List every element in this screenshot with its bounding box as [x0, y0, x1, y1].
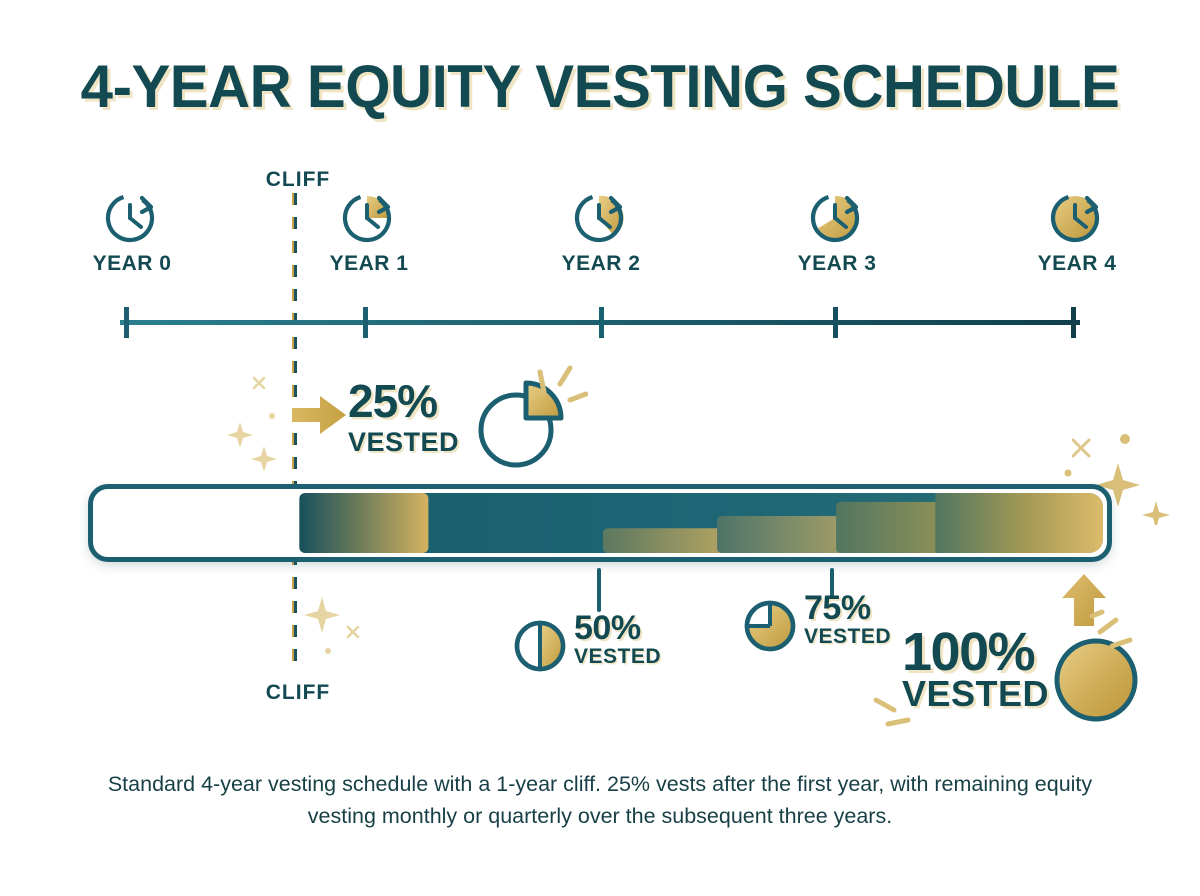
pie-chart-half-icon	[514, 620, 566, 672]
arrow-right-icon	[292, 396, 346, 434]
cliff-label-top: CLIFF	[265, 168, 331, 191]
vesting-progress-bar[interactable]	[88, 484, 1112, 562]
pie-chart-quarter-icon	[478, 380, 564, 468]
circle-full-icon	[1054, 638, 1138, 722]
caption-text: Standard 4-year vesting schedule with a …	[107, 772, 1093, 829]
arrow-up-icon	[1062, 574, 1106, 626]
clock-icon	[1050, 193, 1100, 243]
cliff-dashed-line	[292, 193, 297, 663]
clock-icon	[105, 193, 155, 243]
timeline-year-4: YEAR 4	[1017, 186, 1137, 276]
sparkle-decoration-cliff	[304, 597, 360, 654]
timeline-year-1: YEAR 1	[309, 186, 429, 276]
callout-50-percent-value: 50%	[574, 609, 641, 647]
timeline-year-2: YEAR 2	[541, 186, 661, 276]
timeline-ruler	[120, 307, 1080, 338]
clock-icon	[574, 193, 624, 243]
clock-icon	[810, 193, 860, 243]
callout-25-percent-value: 25%	[348, 375, 438, 427]
pie-chart-three-quarter-icon	[744, 600, 796, 652]
cliff-label-bottom: CLIFF	[265, 681, 331, 704]
clock-icon	[342, 193, 392, 243]
leader-line-50	[597, 568, 601, 612]
timeline-year-label: YEAR 1	[329, 252, 409, 275]
vesting-progress-fill	[97, 493, 1103, 553]
leader-line-75	[830, 568, 834, 598]
callout-75-vested-label: VESTED	[804, 625, 892, 648]
callout-50-vested-label: VESTED	[574, 645, 662, 668]
timeline-year-3: YEAR 3	[777, 186, 897, 276]
timeline-year-label: YEAR 2	[561, 252, 641, 275]
timeline-year-label: YEAR 0	[92, 252, 172, 275]
callout-100-percent-value: 100%	[902, 622, 1036, 682]
timeline-year-label: YEAR 4	[1037, 252, 1117, 275]
page-title: 4-YEAR EQUITY VESTING SCHEDULE	[80, 53, 1120, 120]
timeline-year-0: YEAR 0	[72, 186, 192, 276]
timeline-year-label: YEAR 3	[797, 252, 877, 275]
callout-100-vested-label: VESTED	[902, 673, 1050, 714]
callout-25-vested-label: VESTED	[348, 427, 460, 457]
callout-75-percent-value: 75%	[804, 589, 871, 627]
vesting-progress-bar-track	[97, 493, 1103, 553]
